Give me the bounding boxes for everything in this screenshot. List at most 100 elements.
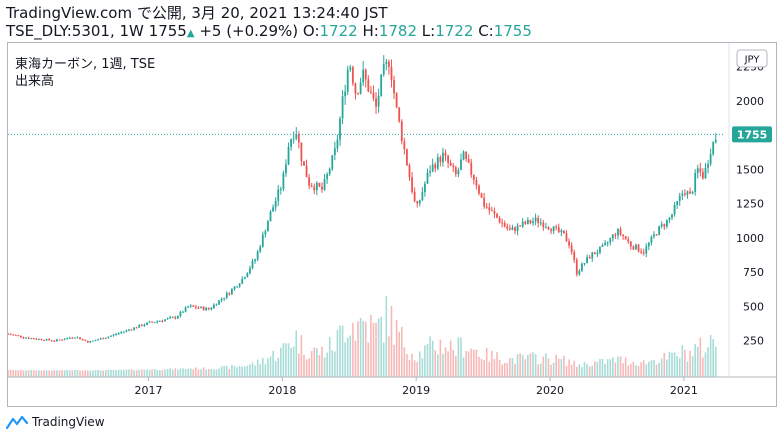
candle-body <box>545 227 547 229</box>
volume-bar <box>372 322 375 377</box>
candle-body <box>537 217 540 223</box>
candle-body <box>117 333 120 335</box>
series-title[interactable]: 東海カーボン, 1週, TSE <box>15 57 156 72</box>
candle-body <box>315 182 318 191</box>
high-value: 1782 <box>378 22 418 40</box>
chart-frame[interactable]: 25050075010001250150020002250 2017201820… <box>7 42 777 407</box>
volume-bar <box>534 354 537 377</box>
candle-body <box>529 219 532 224</box>
candle-body <box>632 246 635 250</box>
candle-body <box>709 154 712 165</box>
volume-bar <box>326 352 328 377</box>
candle-body <box>63 339 66 341</box>
volume-bar <box>529 353 532 377</box>
volume-bar <box>27 370 30 377</box>
candle-body <box>439 157 442 163</box>
volume-bar <box>568 359 570 377</box>
volume-bar <box>189 368 192 377</box>
volume-bar <box>586 363 588 377</box>
candle-body <box>48 339 51 341</box>
candle-body <box>532 221 534 224</box>
volume-bar <box>316 348 318 377</box>
volume-bar <box>666 359 668 377</box>
volume-bar <box>416 362 419 377</box>
volume-bar <box>673 352 676 377</box>
candle-body <box>187 306 190 308</box>
volume-bar <box>25 370 27 377</box>
candle-body <box>380 74 383 96</box>
candle-body <box>238 283 241 287</box>
volume-bar <box>61 370 63 377</box>
volume-bar <box>689 350 691 377</box>
volume-bar <box>207 369 210 377</box>
volume-bar <box>146 369 148 377</box>
volume-bar <box>310 351 313 377</box>
candle-body <box>696 168 699 174</box>
volume-bar <box>408 359 411 377</box>
candle-body <box>328 168 331 174</box>
time-tick-label: 2017 <box>135 384 163 397</box>
candle-body <box>465 151 468 159</box>
volume-bar <box>488 361 491 377</box>
candle-body <box>94 340 97 342</box>
volume-bar <box>491 350 493 377</box>
price-chart[interactable]: 25050075010001250150020002250 2017201820… <box>7 43 776 406</box>
candle-body <box>655 234 658 236</box>
candle-body <box>653 234 655 237</box>
volume-bar <box>274 361 277 377</box>
price-axis[interactable]: 25050075010001250150020002250 <box>736 61 764 348</box>
candle-body <box>434 164 437 169</box>
high-label: H: <box>362 22 379 40</box>
candle-body <box>351 67 354 84</box>
volume-bar <box>367 342 370 377</box>
footer-branding[interactable]: TradingView <box>6 415 105 429</box>
low-value: 1722 <box>435 22 474 40</box>
volume-bar <box>421 358 424 377</box>
candle-body <box>45 339 48 341</box>
candle-body <box>357 93 359 95</box>
volume-bar <box>434 350 437 377</box>
volume-bar <box>550 364 552 377</box>
currency-badge[interactable]: JPY <box>736 49 768 68</box>
candle-body <box>478 185 480 194</box>
time-tick-label: 2018 <box>268 384 296 397</box>
site-name[interactable]: TradingView.com <box>6 4 133 22</box>
candle-body <box>642 252 645 254</box>
volume-bar <box>609 359 612 377</box>
volume-bar <box>658 362 660 377</box>
volume-bar <box>565 365 568 377</box>
volume-bar <box>382 342 385 377</box>
candle-body <box>138 324 141 328</box>
volume-bar <box>97 369 99 377</box>
volume-bar <box>200 369 202 377</box>
candle-body <box>202 306 205 310</box>
volume-bar <box>671 352 673 377</box>
chart-header-line1: TradingView.com で公開, 3月 20, 2021 13:24:4… <box>6 4 388 22</box>
candle-body <box>174 317 177 319</box>
volume-bar <box>519 353 521 377</box>
candle-body <box>297 134 300 143</box>
candle-body <box>663 224 666 227</box>
candle-body <box>503 223 506 227</box>
volume-bar <box>231 365 233 377</box>
candle-body <box>176 315 179 319</box>
volume-bar <box>684 349 686 377</box>
candle-body <box>606 242 609 244</box>
candle-body <box>583 263 586 265</box>
volume-bar <box>668 351 671 377</box>
volume-bar <box>38 370 40 377</box>
volume-title[interactable]: 出来高 <box>15 74 55 89</box>
candle-body <box>354 83 357 94</box>
volume-bar <box>411 353 413 377</box>
candle-body <box>290 139 293 147</box>
candle-body <box>406 149 408 166</box>
volume-bar <box>606 359 609 377</box>
volume-bar <box>334 351 336 377</box>
time-axis[interactable]: 2017 2018 2019 2020 2021 <box>135 377 698 397</box>
candle-body <box>694 173 697 192</box>
candle-body <box>678 195 681 202</box>
candle-body <box>534 217 537 222</box>
volume-bar <box>35 370 38 377</box>
candle-body <box>622 234 625 237</box>
candle-body <box>568 241 570 246</box>
